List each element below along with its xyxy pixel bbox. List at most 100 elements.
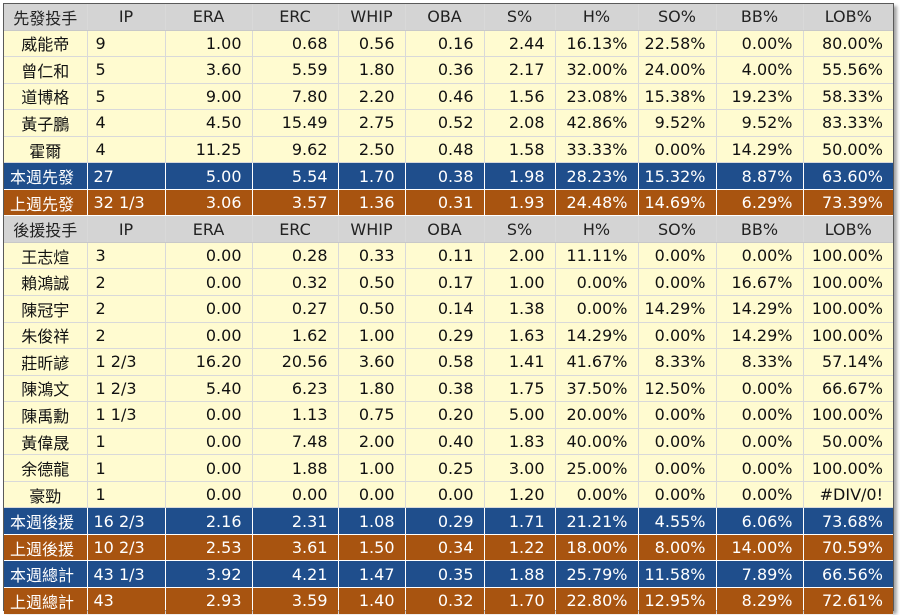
cell-so-pct: 12.95% [638, 587, 717, 615]
cell-lob-pct: 50.00% [803, 428, 893, 456]
cell-era: 0.00 [165, 242, 253, 270]
cell-era: 16.20 [165, 348, 253, 376]
cell-so-pct: 8.33% [638, 348, 717, 376]
cell-ip: 1 1/3 [87, 401, 166, 429]
cell-ip: 1 [87, 428, 166, 456]
cell-lob-pct: 100.00% [803, 242, 893, 270]
cell-era: 0.00 [165, 481, 253, 509]
cell-s-pct: 1.70 [484, 587, 556, 615]
header-oba: OBA [405, 215, 485, 243]
cell-so-pct: 14.29% [638, 295, 717, 323]
cell-ip: 1 [87, 481, 166, 509]
cell-lob-pct: 66.56% [803, 560, 893, 589]
cell-oba: 0.16 [405, 30, 485, 58]
cell-bb-pct: 0.00% [716, 242, 804, 270]
cell-lob-pct: 100.00% [803, 268, 893, 297]
cell-era: 3.60 [165, 56, 253, 84]
cell-lob-pct: 100.00% [803, 454, 893, 482]
starter-row: 道博格 5 9.00 7.80 2.20 0.46 1.56 23.08% 15.38% 19.2… [4, 83, 893, 111]
cell-h-pct: 40.00% [555, 428, 639, 456]
cell-name: 上週後援 [4, 534, 88, 562]
cell-bb-pct: 14.29% [716, 136, 804, 164]
cell-whip: 0.33 [338, 242, 406, 270]
cell-whip: 2.50 [338, 136, 406, 164]
reliever-row: 王志煊 3 0.00 0.28 0.33 0.11 2.00 11.11% 0.00% 0.00%… [4, 242, 893, 270]
cell-h-pct: 22.80% [555, 587, 639, 615]
cell-erc: 1.62 [252, 322, 339, 350]
cell-bb-pct: 0.00% [716, 428, 804, 456]
cell-s-pct: 2.00 [484, 242, 556, 270]
cell-oba: 0.11 [405, 242, 485, 270]
stats-table-container: 先發投手 IP ERA ERC WHIP OBA S% H% SO% BB% LOB% 威能帝 9 1.0… [3, 3, 894, 615]
cell-h-pct: 23.08% [555, 83, 639, 111]
cell-s-pct: 1.22 [484, 534, 556, 562]
cell-lob-pct: 63.60% [803, 162, 893, 190]
cell-so-pct: 0.00% [638, 481, 717, 509]
reliever-summary-row: 上週後援 10 2/3 2.53 3.61 1.50 0.34 1.22 18.00% 8.00… [4, 534, 893, 562]
header-bb-pct: BB% [716, 215, 804, 243]
cell-oba: 0.40 [405, 428, 485, 456]
cell-bb-pct: 14.29% [716, 295, 804, 323]
cell-lob-pct: 57.14% [803, 348, 893, 376]
cell-erc: 6.23 [252, 375, 339, 403]
cell-lob-pct: 100.00% [803, 322, 893, 350]
cell-so-pct: 0.00% [638, 454, 717, 482]
cell-era: 11.25 [165, 136, 253, 164]
cell-era: 2.16 [165, 507, 253, 535]
cell-lob-pct: 58.33% [803, 83, 893, 111]
cell-so-pct: 0.00% [638, 136, 717, 164]
cell-erc: 9.62 [252, 136, 339, 164]
cell-s-pct: 2.08 [484, 109, 556, 137]
cell-lob-pct: 50.00% [803, 136, 893, 164]
cell-s-pct: 1.83 [484, 428, 556, 456]
cell-so-pct: 12.50% [638, 375, 717, 403]
reliever-row: 余德龍 1 0.00 1.88 1.00 0.25 3.00 25.00% 0.00% 0.00%… [4, 454, 893, 482]
cell-name: 威能帝 [4, 30, 88, 58]
cell-so-pct: 24.00% [638, 56, 717, 84]
cell-whip: 1.00 [338, 322, 406, 350]
cell-ip: 43 1/3 [87, 560, 166, 589]
cell-erc: 0.28 [252, 242, 339, 270]
header-era: ERA [165, 215, 253, 243]
cell-so-pct: 9.52% [638, 109, 717, 137]
cell-era: 0.00 [165, 268, 253, 297]
cell-erc: 3.59 [252, 587, 339, 615]
cell-name: 黃偉晟 [4, 428, 88, 456]
cell-ip: 2 [87, 295, 166, 323]
cell-erc: 0.27 [252, 295, 339, 323]
cell-name: 上週先發 [4, 189, 88, 217]
cell-ip: 9 [87, 30, 166, 58]
cell-s-pct: 1.20 [484, 481, 556, 509]
cell-h-pct: 37.50% [555, 375, 639, 403]
cell-oba: 0.25 [405, 454, 485, 482]
cell-name: 本週先發 [4, 162, 88, 190]
header-ip: IP [87, 215, 166, 243]
cell-lob-pct: 73.68% [803, 507, 893, 535]
cell-oba: 0.46 [405, 83, 485, 111]
starter-summary-row: 上週先發 32 1/3 3.06 3.57 1.36 0.31 1.93 24.48% 14.6… [4, 189, 893, 217]
cell-so-pct: 15.38% [638, 83, 717, 111]
cell-name: 陳冠宇 [4, 295, 88, 323]
cell-era: 9.00 [165, 83, 253, 111]
cell-oba: 0.38 [405, 375, 485, 403]
cell-s-pct: 1.75 [484, 375, 556, 403]
cell-whip: 1.00 [338, 454, 406, 482]
reliever-summary-row: 本週總計 43 1/3 3.92 4.21 1.47 0.35 1.88 25.79% 11.5… [4, 560, 893, 589]
cell-ip: 2 [87, 268, 166, 297]
header-whip: WHIP [338, 215, 406, 243]
cell-ip: 3 [87, 242, 166, 270]
cell-erc: 7.80 [252, 83, 339, 111]
cell-whip: 0.75 [338, 401, 406, 429]
cell-ip: 4 [87, 109, 166, 137]
cell-bb-pct: 0.00% [716, 401, 804, 429]
cell-ip: 5 [87, 56, 166, 84]
reliever-row: 陳禹勳 1 1/3 0.00 1.13 0.75 0.20 5.00 20.00% 0.00% 0… [4, 401, 893, 429]
cell-h-pct: 18.00% [555, 534, 639, 562]
cell-era: 2.53 [165, 534, 253, 562]
cell-era: 0.00 [165, 454, 253, 482]
cell-ip: 1 2/3 [87, 348, 166, 376]
cell-ip: 1 [87, 454, 166, 482]
cell-name: 陳鴻文 [4, 375, 88, 403]
header-so-pct: SO% [638, 215, 717, 243]
cell-s-pct: 1.63 [484, 322, 556, 350]
